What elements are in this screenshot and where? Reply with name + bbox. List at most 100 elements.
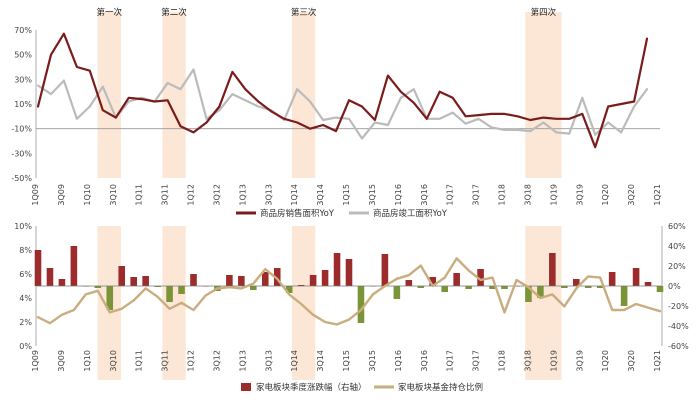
bar <box>453 273 460 286</box>
top-y-tick-label: 10% <box>14 100 32 109</box>
bottom-x-tick-label: 1Q14 <box>290 350 299 372</box>
top-x-tick-label: 1Q12 <box>187 184 196 206</box>
bottom-x-tick-label: 1Q12 <box>187 350 196 372</box>
top-x-tick-label: 1Q20 <box>601 184 610 206</box>
bottom-x-tick-label: 1Q16 <box>394 350 403 372</box>
bottom-right-tick-label: 60% <box>668 222 686 231</box>
top-x-tick-label: 3Q09 <box>57 184 66 206</box>
bar <box>273 268 281 286</box>
top-y-tick-label: 50% <box>14 51 32 60</box>
bottom-x-tick-label: 3Q18 <box>523 350 532 372</box>
bottom-left-tick-label: 0% <box>19 342 32 351</box>
bottom-chart-panel: 0% 2% 4% 6% 8% 10% -60% -40% -20% 0% 20% 40% 60% 1Q09… <box>14 222 689 380</box>
bar <box>238 276 245 286</box>
bar <box>345 259 353 286</box>
top-x-tick-label: 3Q14 <box>316 184 325 206</box>
highlight-band-bottom-4 <box>525 226 562 380</box>
bar <box>561 286 568 288</box>
bottom-right-tick-label: 0% <box>668 282 681 291</box>
top-y-tick-label: 70% <box>14 26 32 35</box>
bar <box>572 279 580 286</box>
bar <box>393 286 401 299</box>
bar <box>166 286 173 302</box>
bar <box>489 286 496 289</box>
top-x-tick-label: 3Q15 <box>368 184 377 206</box>
period-label-1: 第一次 <box>97 7 123 18</box>
period-label-3: 第三次 <box>291 7 317 18</box>
period-label-2: 第二次 <box>161 7 187 18</box>
bottom-x-tick-label: 3Q11 <box>161 350 170 372</box>
bar <box>94 286 102 288</box>
top-x-tick-label: 1Q17 <box>446 184 455 206</box>
top-x-tick-label: 1Q10 <box>83 184 92 206</box>
top-x-tick-label: 1Q19 <box>549 184 558 206</box>
bar <box>154 286 161 287</box>
bar <box>261 272 269 286</box>
bar <box>285 286 293 293</box>
bar <box>477 269 484 286</box>
bar <box>250 286 257 290</box>
highlight-band-bottom-2 <box>162 226 186 380</box>
top-y-tick-label: -10% <box>11 125 32 134</box>
highlight-band-4 <box>525 12 562 178</box>
bottom-x-tick-label: 1Q15 <box>342 350 351 372</box>
bottom-x-tick-label: 3Q09 <box>57 350 66 372</box>
top-y-tick-label: -50% <box>11 174 32 183</box>
bottom-x-tick-label: 1Q20 <box>601 350 610 372</box>
bar <box>34 250 42 286</box>
bottom-right-tick-label: 40% <box>668 242 686 251</box>
bottom-right-tick-label: -20% <box>668 302 689 311</box>
bar <box>381 254 389 286</box>
bottom-right-tick-label: -40% <box>668 322 689 331</box>
bottom-right-tick-label: 20% <box>668 262 686 271</box>
top-x-tick-label: 1Q15 <box>342 184 351 206</box>
bar <box>309 275 317 286</box>
top-x-tick-label: 3Q20 <box>627 184 636 206</box>
bottom-x-tick-label: 1Q09 <box>31 350 40 372</box>
bar <box>501 286 508 289</box>
bar <box>142 276 149 286</box>
bar <box>656 286 664 292</box>
bottom-left-tick-label: 8% <box>19 246 32 255</box>
highlight-band-1 <box>97 12 121 178</box>
bar <box>644 282 652 286</box>
top-x-tick-label: 3Q18 <box>523 184 532 206</box>
bottom-x-tick-label: 3Q16 <box>420 350 429 372</box>
bottom-x-tick-label: 3Q15 <box>368 350 377 372</box>
bar <box>608 272 616 286</box>
bar <box>130 277 137 286</box>
bottom-x-tick-label: 1Q11 <box>135 350 144 372</box>
bottom-x-tick-label: 3Q20 <box>627 350 636 372</box>
bottom-x-tick-label: 1Q13 <box>238 350 247 372</box>
legend-label-completed: 商品房竣工面积YoY <box>373 208 448 219</box>
top-x-tick-label: 3Q16 <box>420 184 429 206</box>
bar <box>226 275 233 286</box>
bottom-x-tick-label: 3Q17 <box>472 350 481 372</box>
bar <box>118 266 126 286</box>
bottom-x-tick-label: 3Q14 <box>316 350 325 372</box>
bar <box>417 286 425 288</box>
bar <box>632 268 640 286</box>
bar <box>178 286 185 294</box>
bar <box>537 286 544 298</box>
bar <box>58 279 66 286</box>
bottom-x-tick-label: 1Q21 <box>653 350 662 372</box>
highlight-band-2 <box>162 12 186 178</box>
bottom-x-tick-label: 3Q12 <box>212 350 221 372</box>
bar <box>620 286 628 306</box>
bottom-x-tick-label: 3Q13 <box>264 350 273 372</box>
top-x-tick-label: 1Q11 <box>135 184 144 206</box>
bar <box>525 286 532 302</box>
top-legend: 商品房销售面积YoY 商品房竣工面积YoY <box>236 208 448 219</box>
bar <box>297 285 305 286</box>
bottom-x-tick-label: 1Q18 <box>498 350 507 372</box>
legend-label-line: 家电板块基金持仓比例 <box>398 382 483 393</box>
bar <box>429 277 437 286</box>
bottom-x-tick-label: 1Q10 <box>83 350 92 372</box>
bar <box>465 286 472 289</box>
bottom-left-tick-label: 6% <box>19 270 32 279</box>
bottom-x-tick-label: 3Q19 <box>575 350 584 372</box>
bottom-x-tick-label: 1Q19 <box>549 350 558 372</box>
legend-swatch-bar <box>241 383 251 391</box>
